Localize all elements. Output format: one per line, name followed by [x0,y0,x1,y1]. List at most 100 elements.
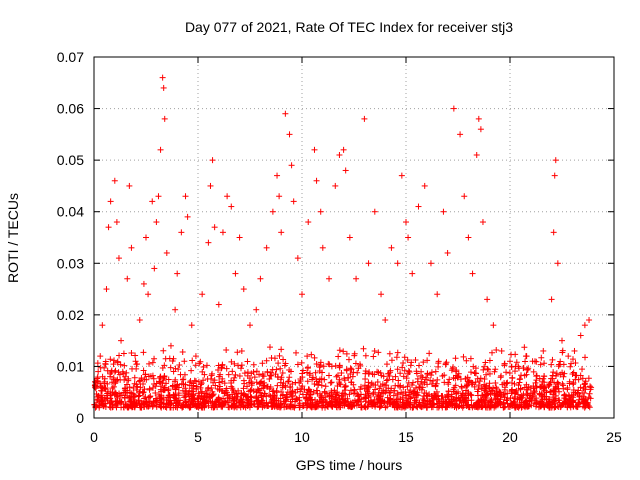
data-point [365,260,372,267]
data-point [507,358,513,365]
data-point [450,105,457,112]
data-point [95,368,102,375]
data-point [205,239,212,246]
data-point [151,265,158,272]
data-point [253,306,260,313]
data-point [124,275,131,282]
data-point [145,291,152,298]
data-point [188,322,195,329]
data-point [394,260,401,267]
data-point [184,213,191,220]
data-point [159,74,166,81]
y-tick-label: 0 [76,410,84,426]
data-point [353,275,360,282]
data-point [405,234,412,241]
data-point [286,131,293,138]
plot-frame [93,56,615,419]
data-point [247,322,253,329]
data-point [457,131,464,138]
y-tick-label: 0.07 [57,49,84,65]
y-tick-label: 0.01 [57,358,84,374]
data-point [211,224,218,231]
data-point [207,182,214,189]
data-point [361,115,368,122]
data-point [174,270,181,277]
data-point [294,255,301,262]
data-point [282,110,289,117]
data-point [427,260,434,267]
data-point [477,126,484,133]
data-point [111,177,118,184]
data-point [232,270,239,277]
data-point [257,275,264,282]
data-point [278,229,285,236]
data-point [403,219,409,226]
data-point [105,224,112,231]
data-point [209,157,216,164]
data-point [340,146,347,153]
data-point [113,219,120,226]
data-point [160,84,167,91]
data-point [317,208,324,215]
grid-lines [94,57,614,418]
data-point [149,198,156,205]
data-point [378,291,385,298]
x-tick-label: 5 [194,429,202,445]
x-tick-label: 10 [294,429,310,445]
data-point [559,337,565,344]
data-point [332,182,339,189]
data-point [382,317,389,324]
data-point [577,332,584,339]
data-point [319,244,326,251]
data-point [421,182,428,189]
axis-ticks [93,56,615,419]
data-point [479,219,486,226]
data-point [228,203,235,210]
data-point [434,291,441,298]
data-point [551,172,558,179]
x-tick-label: 20 [502,429,518,445]
data-point [326,275,333,282]
data-point [153,219,160,226]
x-axis-label: GPS time / hours [296,457,403,473]
data-point [136,317,143,324]
data-point [581,322,588,329]
data-point [342,167,349,174]
x-tick-label: 0 [90,429,98,445]
data-point [475,115,482,122]
data-points [91,74,595,411]
data-point [199,291,206,298]
data-point [313,177,320,184]
data-point [371,208,378,215]
y-tick-label: 0.04 [57,204,84,220]
data-point [465,234,472,241]
data-point [163,249,170,256]
data-point [132,358,139,365]
y-tick-labels: 0 0.01 0.02 0.03 0.04 0.05 0.06 0.07 [57,49,84,426]
data-point [586,317,593,324]
data-point [192,353,199,360]
data-point [143,234,149,241]
data-point [440,208,447,215]
data-point [336,151,343,158]
data-point [552,157,559,164]
data-point [415,203,422,210]
data-point [469,270,476,277]
data-point [172,306,179,313]
data-point [571,347,578,354]
data-point [299,291,305,298]
data-point [290,198,297,205]
x-tick-labels: 0 5 10 15 20 25 [90,429,622,445]
y-tick-label: 0.05 [57,152,84,168]
x-tick-label: 15 [398,429,414,445]
data-point [103,286,110,293]
data-point [276,193,283,200]
data-point [140,280,147,287]
data-point [388,244,395,251]
y-tick-label: 0.02 [57,307,84,323]
data-point [398,172,405,179]
data-point [498,347,505,354]
data-point [554,260,561,267]
data-point [115,255,122,262]
